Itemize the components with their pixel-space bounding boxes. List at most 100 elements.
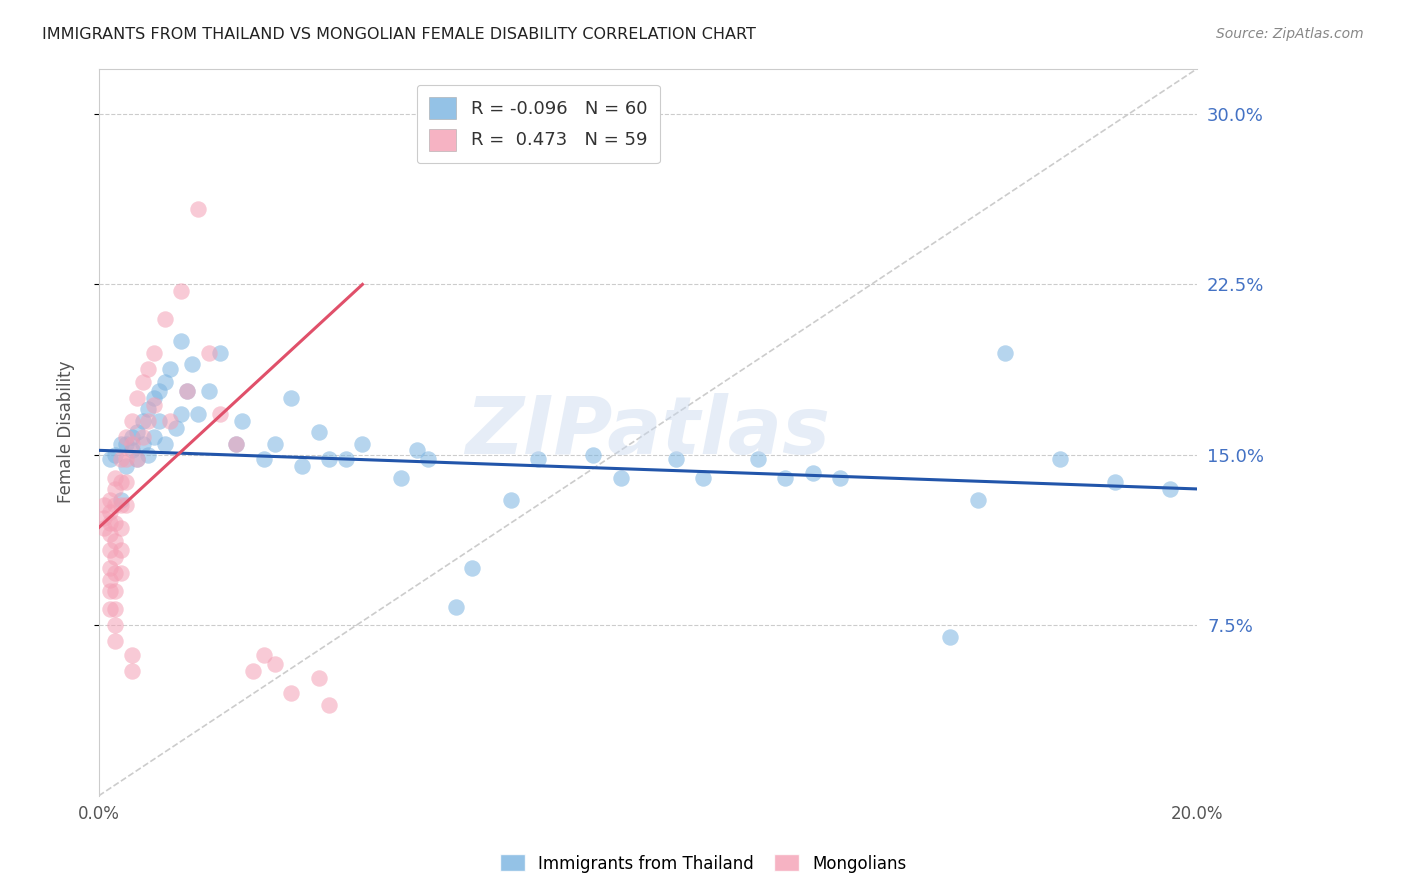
Point — [127, 452, 149, 467]
Point — [664, 452, 686, 467]
Point — [176, 384, 198, 399]
Point — [115, 436, 138, 450]
Point — [98, 602, 121, 616]
Point — [966, 493, 988, 508]
Point — [692, 470, 714, 484]
Point — [93, 498, 115, 512]
Point — [187, 202, 209, 217]
Legend: Immigrants from Thailand, Mongolians: Immigrants from Thailand, Mongolians — [494, 847, 912, 880]
Point — [461, 561, 484, 575]
Point — [115, 452, 138, 467]
Point — [225, 436, 247, 450]
Point — [801, 466, 824, 480]
Point — [121, 648, 143, 662]
Text: ZIPatlas: ZIPatlas — [465, 393, 831, 471]
Point — [110, 452, 132, 467]
Point — [98, 452, 121, 467]
Point — [418, 452, 440, 467]
Point — [142, 430, 165, 444]
Point — [197, 384, 219, 399]
Point — [104, 550, 127, 565]
Point — [527, 452, 550, 467]
Point — [98, 561, 121, 575]
Point — [110, 566, 132, 580]
Point — [127, 425, 149, 439]
Point — [121, 443, 143, 458]
Legend: R = -0.096   N = 60, R =  0.473   N = 59: R = -0.096 N = 60, R = 0.473 N = 59 — [416, 85, 659, 163]
Point — [98, 543, 121, 558]
Point — [208, 345, 231, 359]
Text: IMMIGRANTS FROM THAILAND VS MONGOLIAN FEMALE DISABILITY CORRELATION CHART: IMMIGRANTS FROM THAILAND VS MONGOLIAN FE… — [42, 27, 756, 42]
Point — [132, 375, 155, 389]
Point — [308, 425, 330, 439]
Point — [98, 573, 121, 587]
Point — [104, 566, 127, 580]
Point — [444, 600, 467, 615]
Point — [1159, 482, 1181, 496]
Point — [609, 470, 631, 484]
Point — [142, 345, 165, 359]
Point — [121, 430, 143, 444]
Point — [136, 448, 159, 462]
Point — [242, 664, 264, 678]
Point — [148, 414, 170, 428]
Point — [170, 334, 193, 349]
Point — [115, 475, 138, 490]
Point — [225, 436, 247, 450]
Point — [104, 634, 127, 648]
Point — [121, 414, 143, 428]
Point — [110, 493, 132, 508]
Point — [98, 505, 121, 519]
Point — [170, 284, 193, 298]
Point — [93, 511, 115, 525]
Point — [747, 452, 769, 467]
Point — [1104, 475, 1126, 490]
Point — [104, 470, 127, 484]
Point — [153, 375, 176, 389]
Point — [335, 452, 357, 467]
Point — [252, 648, 274, 662]
Point — [132, 430, 155, 444]
Point — [104, 516, 127, 530]
Point — [263, 657, 285, 671]
Point — [582, 448, 605, 462]
Point — [104, 602, 127, 616]
Point — [142, 398, 165, 412]
Point — [136, 361, 159, 376]
Point — [263, 436, 285, 450]
Text: Source: ZipAtlas.com: Source: ZipAtlas.com — [1216, 27, 1364, 41]
Point — [115, 459, 138, 474]
Point — [153, 436, 176, 450]
Point — [208, 407, 231, 421]
Point — [136, 414, 159, 428]
Point — [132, 414, 155, 428]
Point — [153, 311, 176, 326]
Point — [127, 452, 149, 467]
Point — [121, 664, 143, 678]
Point — [252, 452, 274, 467]
Point — [176, 384, 198, 399]
Point — [994, 345, 1017, 359]
Point — [104, 584, 127, 599]
Point — [110, 498, 132, 512]
Point — [148, 384, 170, 399]
Point — [110, 520, 132, 534]
Point — [121, 436, 143, 450]
Point — [159, 361, 181, 376]
Point — [197, 345, 219, 359]
Point — [308, 671, 330, 685]
Point — [165, 420, 187, 434]
Y-axis label: Female Disability: Female Disability — [58, 361, 75, 503]
Point — [830, 470, 852, 484]
Point — [318, 698, 340, 712]
Point — [110, 543, 132, 558]
Point — [159, 414, 181, 428]
Point — [104, 482, 127, 496]
Point — [115, 498, 138, 512]
Point — [98, 516, 121, 530]
Point — [104, 498, 127, 512]
Point — [1049, 452, 1071, 467]
Point — [98, 584, 121, 599]
Point — [104, 534, 127, 549]
Point — [170, 407, 193, 421]
